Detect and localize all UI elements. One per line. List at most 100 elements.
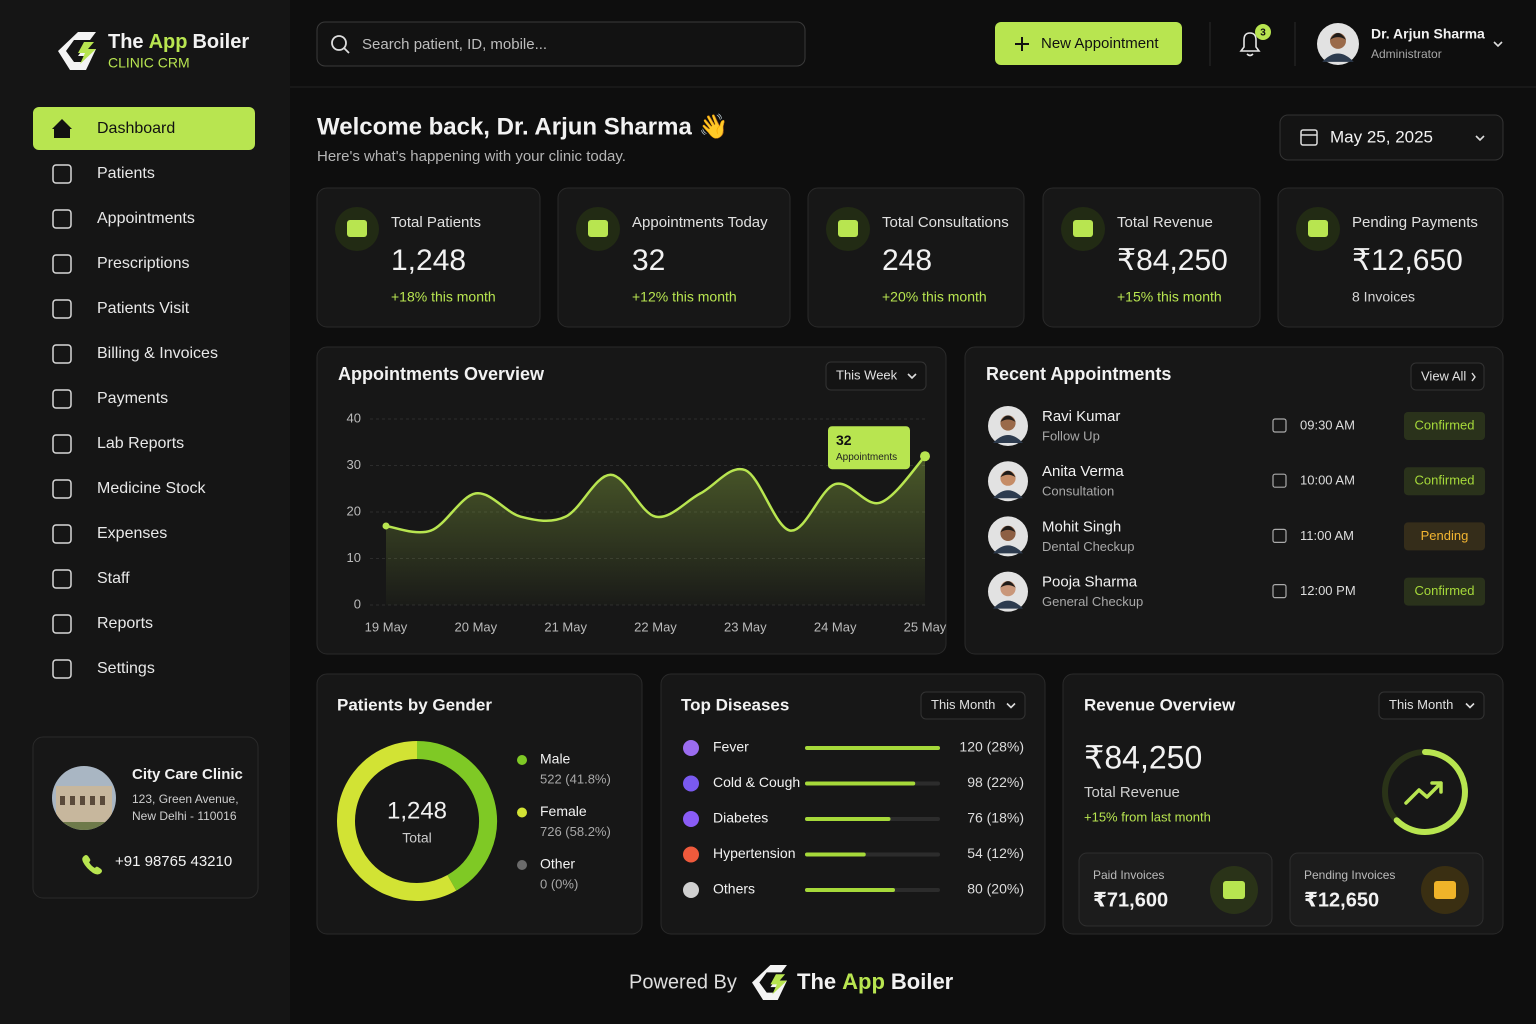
bar: [805, 781, 916, 786]
search-box[interactable]: [316, 21, 806, 67]
search-icon: [343, 47, 350, 54]
legend-dot: [517, 755, 527, 765]
date-label: May 25, 2025: [1330, 127, 1433, 146]
card-title: Top Diseases: [681, 695, 789, 714]
brand-boiler: Boiler: [192, 31, 249, 53]
stat-label: Pending Payments: [1352, 214, 1478, 231]
recent-appointments-card: [964, 346, 1504, 655]
nav-item[interactable]: Expenses: [97, 525, 167, 542]
status-label: Confirmed: [1415, 417, 1475, 432]
stat-value: 32: [632, 244, 665, 277]
view-all-button[interactable]: [1410, 362, 1485, 391]
x-tick-label: 22 May: [634, 619, 677, 634]
status-label: Confirmed: [1415, 473, 1475, 488]
nav-item[interactable]: Patients: [97, 165, 155, 182]
new-appointment-button[interactable]: [995, 22, 1182, 65]
stat-note: +18% this month: [391, 289, 496, 305]
card-title: Recent Appointments: [986, 364, 1171, 384]
nav-icon: [52, 614, 72, 634]
status-label: Pending: [1421, 528, 1469, 543]
nav-active-bg[interactable]: [33, 107, 255, 150]
view-all-label: View All: [1421, 368, 1466, 383]
plus-icon: [1015, 37, 1029, 51]
avatar-hair: [1000, 581, 1016, 588]
invoice-icon: [1434, 881, 1456, 899]
status-badge: [1404, 577, 1485, 606]
bar: [805, 852, 866, 857]
appointment-type: Consultation: [1042, 484, 1114, 499]
nav-item[interactable]: Lab Reports: [97, 435, 184, 452]
calendar-icon: [1300, 129, 1318, 146]
date-picker[interactable]: [1279, 114, 1504, 161]
trend-icon: [1404, 781, 1443, 805]
bar-value-label: 54 (12%): [967, 845, 1024, 861]
filter-dropdown[interactable]: [1378, 691, 1485, 720]
nav-icon: [52, 569, 72, 589]
x-tick-label: 23 May: [724, 619, 767, 634]
invoice-label: Paid Invoices: [1093, 868, 1164, 882]
stat-label: Total Patients: [391, 214, 481, 231]
nav-item[interactable]: Settings: [97, 660, 155, 677]
x-tick-label: 20 May: [455, 619, 498, 634]
stat-note: +12% this month: [632, 289, 737, 305]
nav-item[interactable]: Payments: [97, 390, 168, 407]
chevron-icon: [1006, 702, 1016, 709]
brand-boiler: Boiler: [891, 969, 954, 994]
filter-dropdown-label: This Month: [931, 697, 995, 712]
filter-dropdown[interactable]: [920, 691, 1026, 720]
stat-value: ₹12,650: [1352, 244, 1463, 277]
y-tick-label: 0: [354, 596, 361, 611]
nav-item[interactable]: Appointments: [97, 210, 195, 227]
logo-icon: [752, 965, 787, 1000]
nav-icon: [52, 209, 72, 229]
disease-icon: [683, 811, 699, 827]
patient-name: Anita Verma: [1042, 463, 1124, 480]
notification-count: 3: [1260, 28, 1266, 39]
avatar-body: [993, 490, 1023, 499]
nav-item[interactable]: Prescriptions: [97, 255, 189, 272]
logo-shape: [752, 965, 787, 1000]
appointment-time: 12:00 PM: [1300, 583, 1356, 598]
nav-item[interactable]: Staff: [97, 570, 130, 587]
nav-icon: [52, 479, 72, 499]
bell-icon[interactable]: [1239, 32, 1261, 57]
legend-dot: [517, 807, 527, 818]
line-series: [385, 455, 926, 534]
welcome-subtitle: Here's what's happening with your clinic…: [317, 148, 626, 165]
nav-item[interactable]: Dashboard: [97, 120, 175, 137]
clinic-name: City Care Clinic: [132, 766, 243, 783]
appointment-type: General Checkup: [1042, 594, 1143, 609]
nav-item[interactable]: Reports: [97, 615, 153, 632]
filter-dropdown[interactable]: [825, 361, 927, 391]
nav-icon: [52, 164, 72, 184]
chevron-icon: [907, 373, 917, 380]
photo-ground: [52, 822, 116, 830]
nav-item[interactable]: Patients Visit: [97, 300, 190, 317]
revenue-label: Total Revenue: [1084, 784, 1180, 801]
appointment-type: Follow Up: [1042, 428, 1100, 443]
avatar-body: [993, 545, 1023, 554]
appointment-time: 10:00 AM: [1300, 473, 1355, 488]
avatar-hair: [1000, 525, 1016, 533]
avatar-body: [993, 435, 1023, 443]
card-title: Revenue Overview: [1084, 695, 1236, 714]
stat-note: +15% this month: [1117, 289, 1222, 305]
stat-label: Appointments Today: [632, 214, 768, 231]
status-badge: [1404, 522, 1485, 551]
diseases-card: [660, 673, 1046, 935]
nav-icon: [52, 434, 72, 454]
tooltip: [828, 426, 910, 470]
brand-the: The: [108, 31, 144, 53]
clinic-phone: +91 98765 43210: [115, 853, 232, 870]
patient-name: Mohit Singh: [1042, 518, 1121, 535]
line-area: [386, 456, 925, 605]
user-name: Dr. Arjun Sharma: [1371, 26, 1485, 42]
logo-shape: [58, 32, 96, 70]
avatar-hair: [1000, 470, 1016, 478]
legend-label: Male: [540, 751, 571, 767]
nav-item[interactable]: Billing & Invoices: [97, 345, 218, 362]
stat-value: 248: [882, 244, 932, 277]
nav-item[interactable]: Medicine Stock: [97, 480, 206, 497]
status-badge: [1404, 467, 1485, 496]
